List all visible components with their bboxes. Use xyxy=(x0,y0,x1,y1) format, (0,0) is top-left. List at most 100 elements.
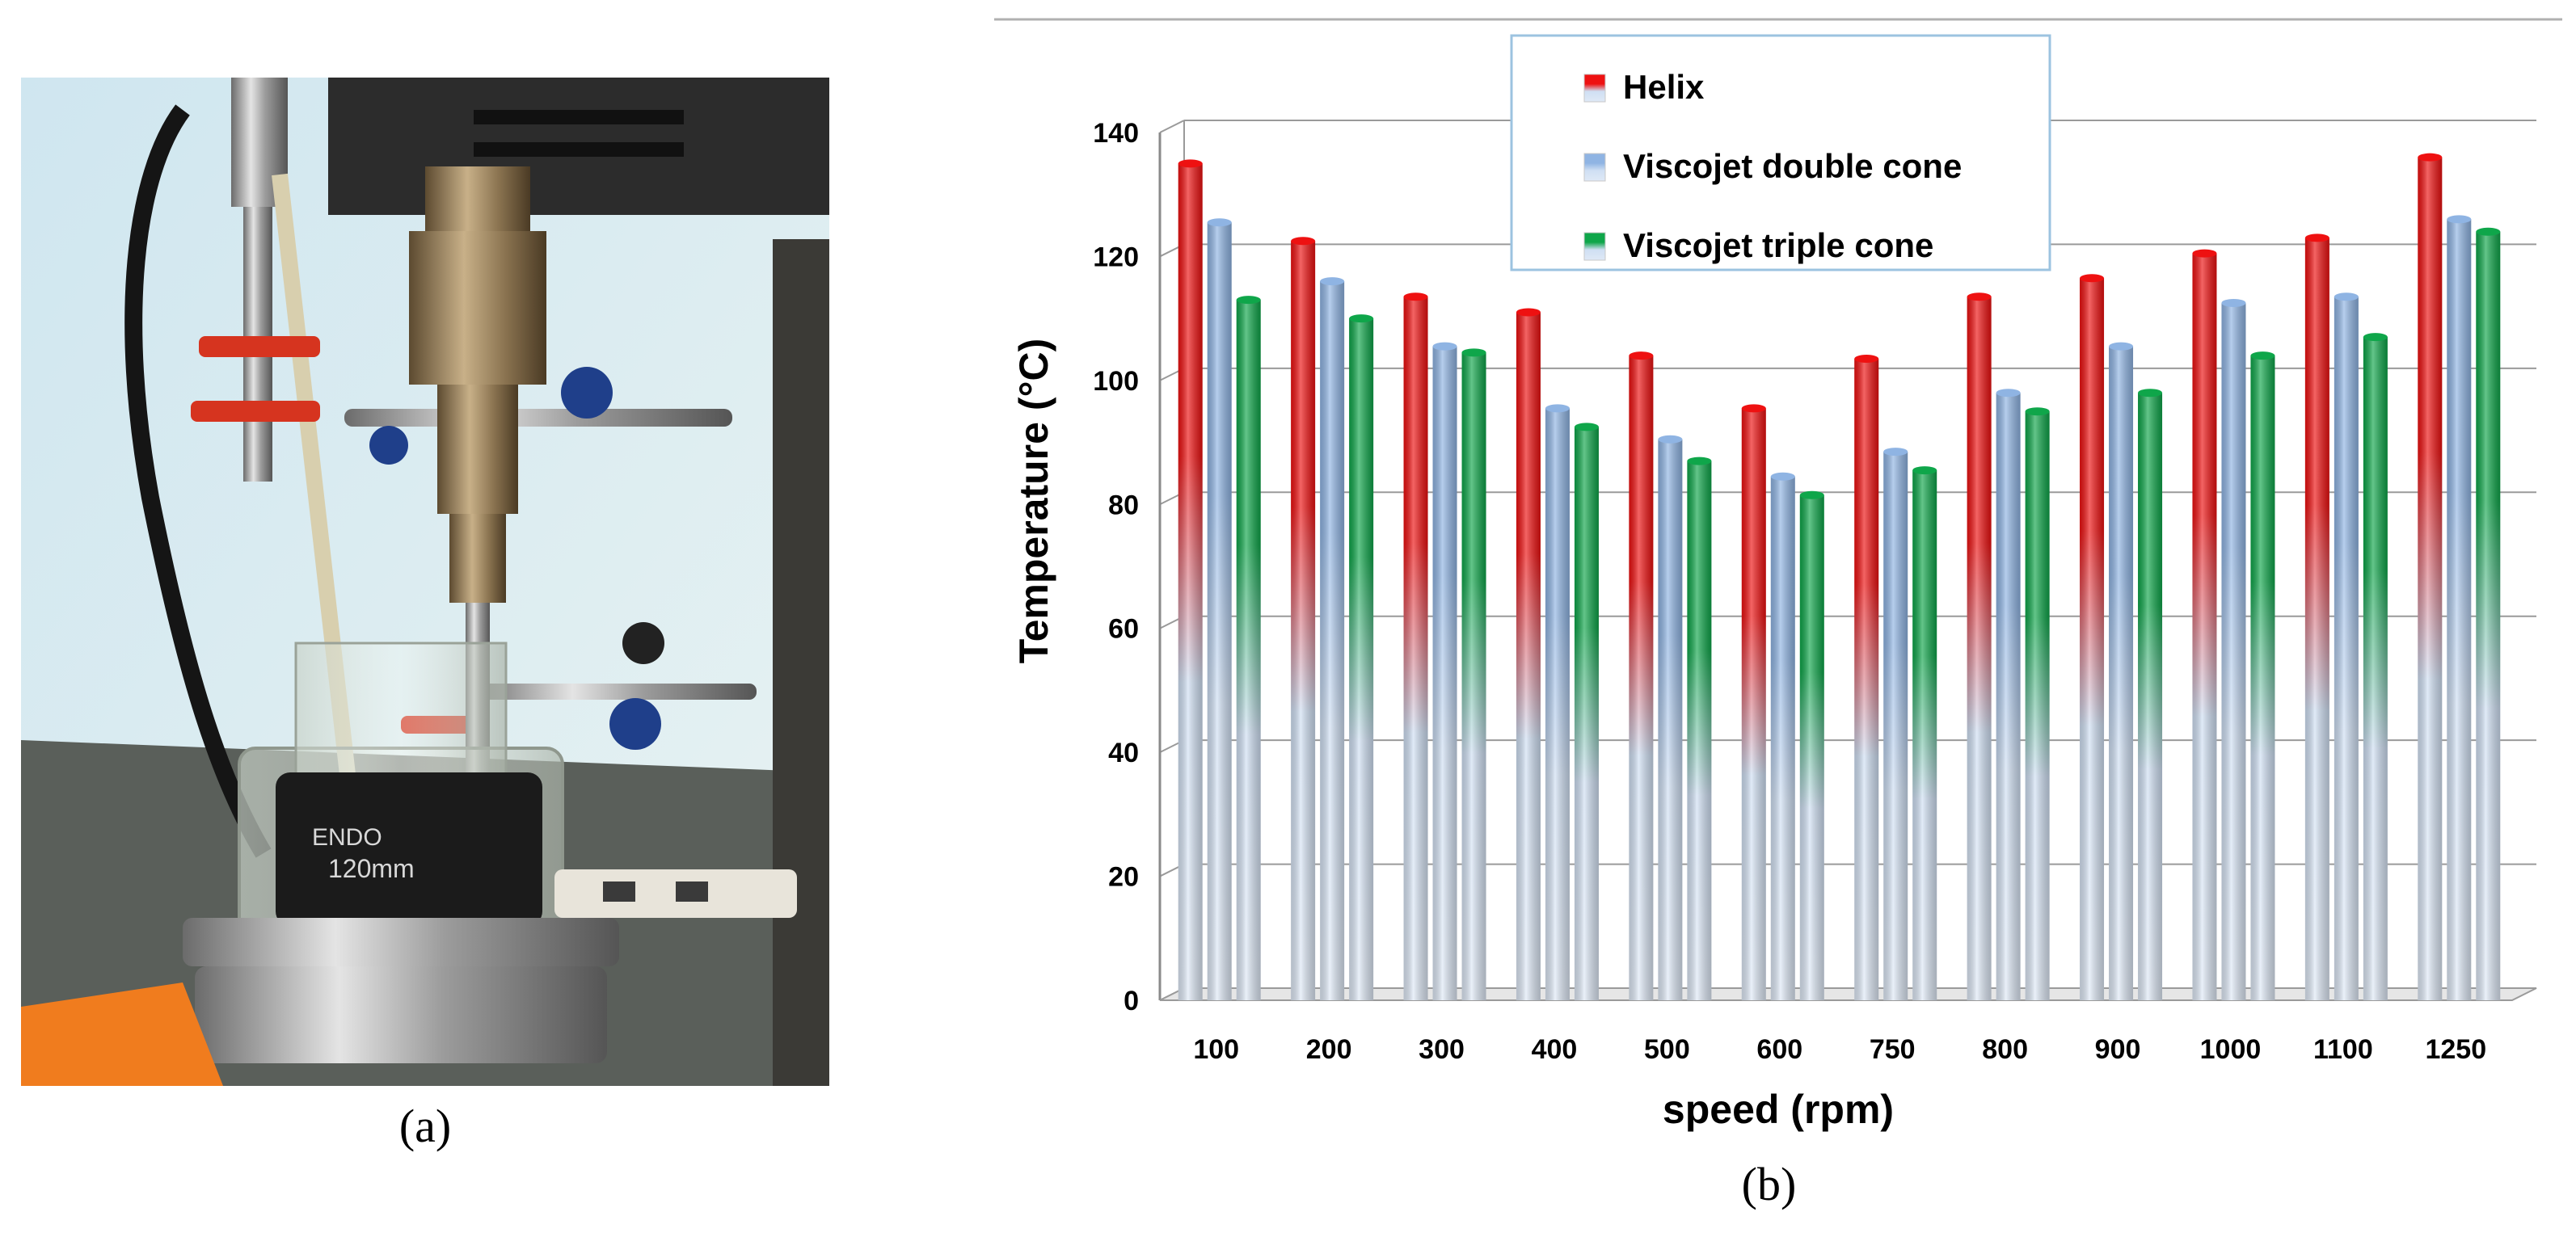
holder-size-text: 120mm xyxy=(328,854,415,883)
bar-top-cap xyxy=(2476,227,2501,236)
bar-top-cap xyxy=(2447,215,2472,224)
bar-shading xyxy=(1770,476,1795,1000)
bar-shading xyxy=(2109,346,2134,1000)
y-axis-label: Temperature (°C) xyxy=(1011,339,1056,663)
stand-frame xyxy=(773,239,829,1086)
legend-swatch xyxy=(1583,74,1606,103)
gridline-depth xyxy=(1159,120,1185,133)
legend-label: Viscojet triple cone xyxy=(1623,226,1933,264)
y-tick-label: 0 xyxy=(1124,986,1139,1016)
clamp-rod-lower xyxy=(474,684,757,700)
bar-shading xyxy=(2192,253,2217,1000)
bar-top-cap xyxy=(1658,435,1683,444)
bar-top-cap xyxy=(2109,342,2134,351)
lab-photo: ENDO 120mm xyxy=(21,78,829,1086)
blue-knob xyxy=(561,367,613,419)
bar-shading xyxy=(1291,241,1316,1000)
bar-shading xyxy=(1461,352,1486,1001)
y-tick-label: 100 xyxy=(1093,366,1139,397)
temperature-bar-chart: 0 20 40 60 80 100 120 140 100 200 300 400 500 600 750 8… xyxy=(962,0,2576,1233)
legend: Helix Viscojet double cone Viscojet triple… xyxy=(1510,34,2051,271)
bar-shading xyxy=(2304,238,2329,1000)
bar-shading xyxy=(1629,356,1654,1001)
bar-top-cap xyxy=(1349,314,1374,323)
bar-shading xyxy=(2080,278,2105,1000)
bar-top-cap xyxy=(1545,404,1570,413)
bar-shading xyxy=(1967,297,1992,1000)
x-tick-label: 500 xyxy=(1644,1034,1690,1065)
bar-shading xyxy=(2138,393,2163,1000)
holder-brand-text: ENDO xyxy=(312,824,382,851)
bar-top-cap xyxy=(1461,348,1486,357)
bar-shading xyxy=(1799,494,1824,1000)
x-tick-label: 750 xyxy=(1870,1034,1916,1065)
x-tick-label: 400 xyxy=(1532,1034,1578,1065)
tick-labels: 0 20 40 60 80 100 120 140 100 200 300 400 500 600 750 8… xyxy=(1093,118,2486,1065)
bar-top-cap xyxy=(1629,351,1654,360)
bar-shading xyxy=(1516,312,1541,1000)
orange-device xyxy=(21,982,223,1086)
bar-top-cap xyxy=(2334,292,2359,301)
clamp-rod-upper xyxy=(344,409,732,427)
x-tick-label: 800 xyxy=(1982,1034,2028,1065)
bar-top-cap xyxy=(1799,490,1824,499)
bar-shading xyxy=(1912,470,1937,1000)
bar-top-cap xyxy=(2250,351,2275,360)
bar-shading xyxy=(2418,157,2443,1001)
bar-shading xyxy=(1883,452,1908,1000)
bar-shading xyxy=(1349,318,1374,1001)
bar-top-cap xyxy=(2418,153,2443,162)
bar-top-cap xyxy=(1320,277,1345,286)
bar-top-cap xyxy=(1967,292,1992,301)
bar-top-cap xyxy=(1574,423,1599,431)
impeller-coupling xyxy=(425,166,530,231)
bar-shading xyxy=(2363,337,2388,1001)
bar-top-cap xyxy=(1770,472,1795,481)
bar-shading xyxy=(1320,281,1345,1001)
caption-b: (b) xyxy=(1741,1158,1797,1210)
bar-top-cap xyxy=(1207,218,1232,227)
bar-top-cap xyxy=(1236,296,1261,305)
legend-swatch xyxy=(1583,153,1606,182)
bar-shading xyxy=(1658,439,1683,1000)
sample-holder xyxy=(276,772,542,926)
x-tick-label: 300 xyxy=(1419,1034,1465,1065)
bar-top-cap xyxy=(1996,389,2021,398)
bar-top-cap xyxy=(2138,389,2163,398)
bar-top-cap xyxy=(2304,234,2329,242)
bar-top-cap xyxy=(2221,298,2246,307)
legend-label: Viscojet double cone xyxy=(1623,147,1962,185)
y-tick-label: 60 xyxy=(1108,614,1139,645)
y-tick-label: 40 xyxy=(1108,738,1139,768)
y-tick-label: 80 xyxy=(1108,490,1139,520)
bar-shading xyxy=(1236,300,1261,1001)
power-cable xyxy=(124,104,272,858)
bar-shading xyxy=(2447,219,2472,1000)
caption-a: (a) xyxy=(398,1100,452,1152)
bar-top-cap xyxy=(2192,249,2217,258)
bar-shading xyxy=(1432,346,1457,1000)
bar-shading xyxy=(2221,302,2246,1000)
bar-top-cap xyxy=(1741,404,1766,413)
red-clamp xyxy=(199,336,320,357)
x-tick-label: 600 xyxy=(1756,1034,1802,1065)
legend-label: Helix xyxy=(1623,68,1705,106)
bar-top-cap xyxy=(2363,333,2388,342)
bar-shading xyxy=(2250,356,2275,1001)
bar-shading xyxy=(1996,393,2021,1000)
bar-shading xyxy=(1854,359,1879,1000)
bar-top-cap xyxy=(2080,274,2105,283)
hot-plate-top xyxy=(183,918,619,966)
bar-top-cap xyxy=(1403,292,1428,301)
bar-top-cap xyxy=(2025,407,2050,416)
bar-shading xyxy=(1545,408,1570,1001)
bars xyxy=(1178,153,2501,1001)
bar-shading xyxy=(1207,222,1232,1000)
hot-plate-base xyxy=(195,966,607,1063)
y-tick-label: 20 xyxy=(1108,862,1139,893)
y-tick-label: 120 xyxy=(1093,242,1139,272)
x-tick-label: 1100 xyxy=(2313,1034,2373,1065)
bar-top-cap xyxy=(1516,308,1541,317)
inner-beaker xyxy=(294,642,508,790)
bar-shading xyxy=(1178,163,1203,1000)
